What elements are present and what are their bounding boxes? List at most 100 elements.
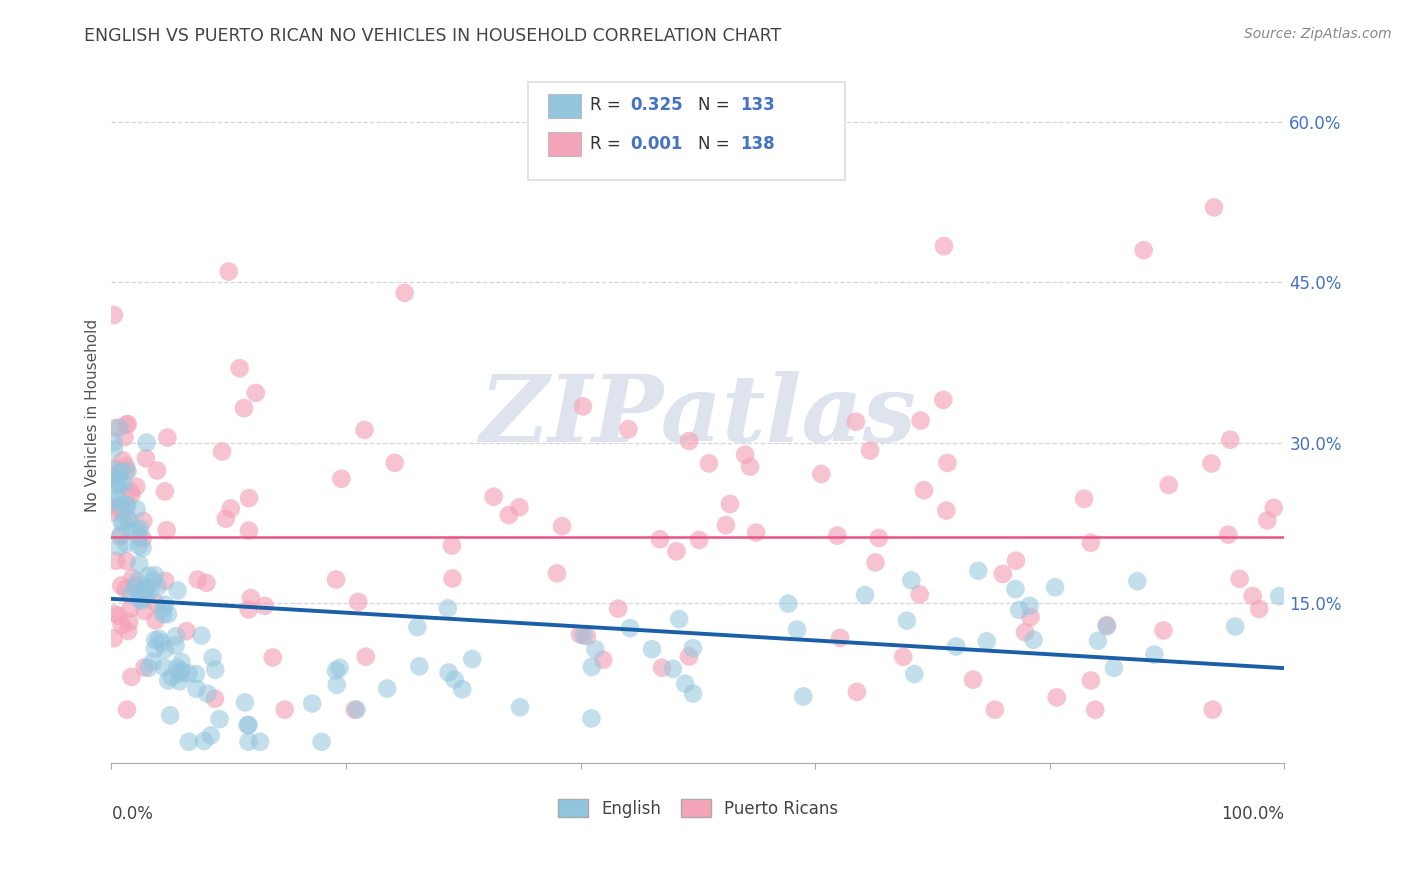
- Point: [508, 500, 530, 515]
- Point: [115, 417, 138, 432]
- Point: [903, 667, 925, 681]
- Point: [138, 661, 160, 675]
- Text: ENGLISH VS PUERTO RICAN NO VEHICLES IN HOUSEHOLD CORRELATION CHART: ENGLISH VS PUERTO RICAN NO VEHICLES IN H…: [84, 27, 782, 45]
- Point: [111, 515, 134, 529]
- Point: [153, 574, 176, 588]
- Point: [110, 500, 132, 514]
- Point: [135, 451, 157, 466]
- Y-axis label: No Vehicles in Household: No Vehicles in Household: [86, 319, 100, 512]
- Point: [1241, 589, 1264, 603]
- Legend: English, Puerto Ricans: English, Puerto Ricans: [551, 793, 845, 824]
- Bar: [548, 95, 581, 118]
- Point: [142, 655, 165, 669]
- Point: [108, 477, 131, 491]
- Point: [688, 533, 710, 547]
- Point: [146, 580, 169, 594]
- Point: [103, 471, 125, 485]
- Point: [103, 500, 125, 515]
- Point: [111, 618, 134, 632]
- Point: [124, 578, 146, 592]
- Point: [115, 554, 138, 568]
- Point: [153, 642, 176, 657]
- Text: R =: R =: [591, 96, 626, 114]
- Point: [105, 477, 128, 491]
- Point: [678, 434, 700, 448]
- Point: [662, 662, 685, 676]
- Point: [1223, 619, 1246, 633]
- Point: [170, 664, 193, 678]
- Point: [406, 620, 429, 634]
- Point: [238, 524, 260, 538]
- Point: [891, 649, 914, 664]
- Point: [347, 595, 370, 609]
- Text: N =: N =: [697, 135, 735, 153]
- Point: [115, 459, 138, 474]
- Point: [572, 628, 595, 642]
- Point: [160, 670, 183, 684]
- Point: [935, 503, 957, 517]
- Point: [682, 687, 704, 701]
- Point: [110, 465, 132, 479]
- Point: [665, 544, 688, 558]
- Point: [546, 566, 568, 581]
- Text: ZIPatlas: ZIPatlas: [479, 371, 917, 461]
- Point: [238, 718, 260, 732]
- Point: [117, 624, 139, 638]
- Point: [509, 700, 531, 714]
- Point: [115, 537, 138, 551]
- Point: [346, 702, 368, 716]
- Point: [1022, 632, 1045, 647]
- Point: [186, 681, 208, 696]
- Point: [208, 712, 231, 726]
- Point: [215, 511, 238, 525]
- Point: [932, 239, 955, 253]
- Point: [375, 681, 398, 696]
- Point: [128, 592, 150, 607]
- Text: R =: R =: [591, 135, 626, 153]
- Point: [233, 401, 256, 416]
- Point: [343, 703, 366, 717]
- Point: [238, 735, 260, 749]
- Point: [1202, 703, 1225, 717]
- Point: [115, 498, 138, 512]
- Point: [135, 581, 157, 595]
- Text: 0.0%: 0.0%: [111, 805, 153, 822]
- Point: [103, 442, 125, 456]
- Point: [962, 673, 984, 687]
- Point: [228, 361, 250, 376]
- Point: [1256, 513, 1278, 527]
- Point: [117, 512, 139, 526]
- Point: [114, 430, 136, 444]
- Point: [329, 661, 352, 675]
- Point: [143, 568, 166, 582]
- Point: [187, 573, 209, 587]
- Point: [120, 524, 142, 539]
- Point: [121, 487, 143, 501]
- Point: [127, 523, 149, 537]
- Point: [734, 448, 756, 462]
- Point: [219, 501, 242, 516]
- Point: [128, 557, 150, 571]
- Point: [117, 464, 139, 478]
- Point: [111, 516, 134, 530]
- Point: [108, 530, 131, 544]
- Point: [121, 571, 143, 585]
- Point: [908, 587, 931, 601]
- Point: [436, 601, 458, 615]
- Point: [145, 596, 167, 610]
- Point: [1201, 457, 1223, 471]
- Point: [551, 519, 574, 533]
- Point: [583, 642, 606, 657]
- Point: [581, 711, 603, 725]
- Point: [152, 602, 174, 616]
- Point: [682, 641, 704, 656]
- Point: [103, 435, 125, 450]
- Text: N =: N =: [697, 96, 735, 114]
- Point: [127, 574, 149, 588]
- Point: [204, 691, 226, 706]
- Point: [156, 523, 179, 537]
- Point: [786, 623, 808, 637]
- Point: [991, 566, 1014, 581]
- Point: [581, 660, 603, 674]
- Point: [118, 514, 141, 528]
